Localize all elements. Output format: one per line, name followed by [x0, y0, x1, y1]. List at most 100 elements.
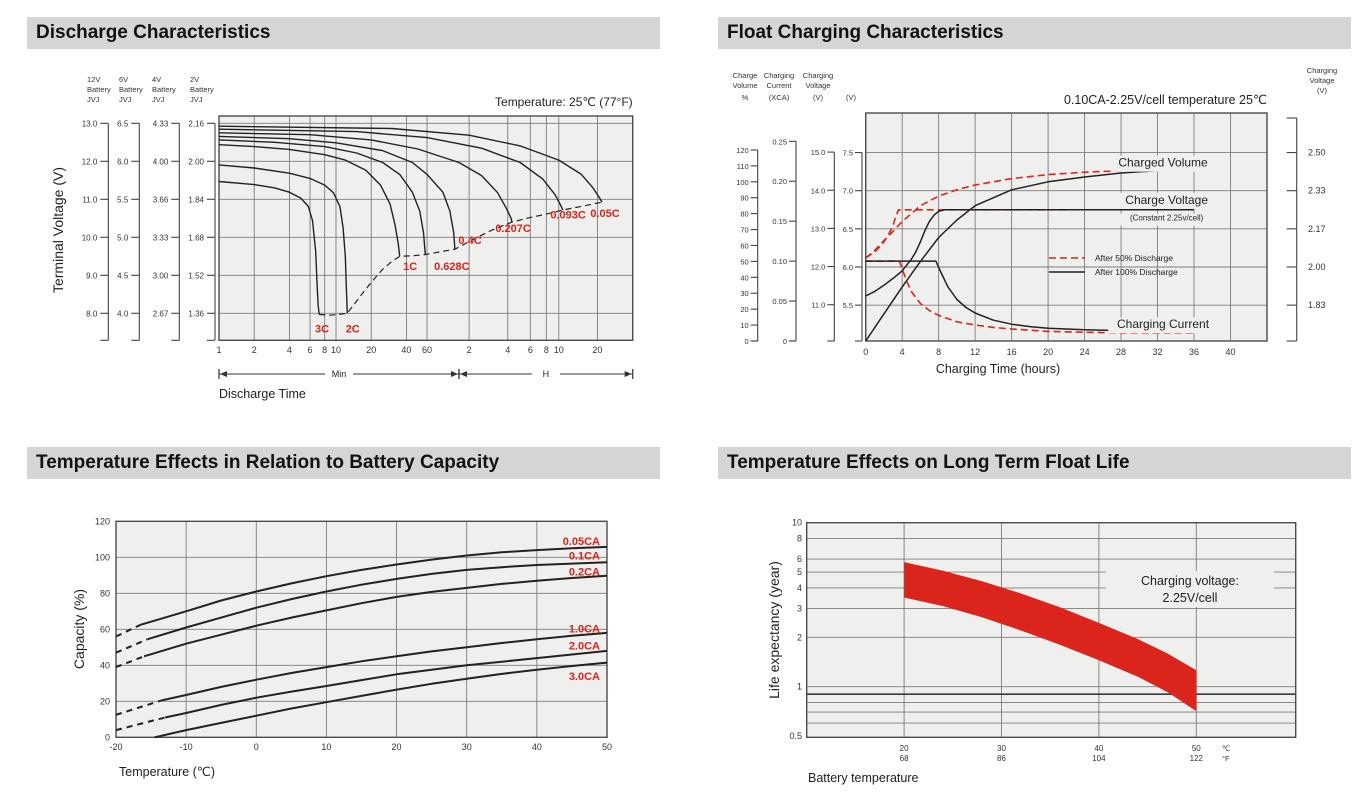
- svg-text:-10: -10: [180, 742, 193, 752]
- series: [218, 125, 603, 315]
- svg-text:Battery: Battery: [190, 85, 214, 94]
- x-axis-labels: 1 2 4 6 8 10 20 40 60 2 4 6 8 10 20: [216, 345, 602, 355]
- svg-text:0: 0: [863, 347, 868, 357]
- svg-text:Battery temperature: Battery temperature: [808, 771, 919, 785]
- capacity-panel: Temperature Effects in Relation to Batte…: [27, 447, 660, 795]
- svg-text:(Constant 2.25v/cell): (Constant 2.25v/cell): [1130, 214, 1204, 223]
- svg-text:14.0: 14.0: [811, 186, 826, 195]
- svg-text:120: 120: [95, 516, 110, 526]
- svg-text:12: 12: [970, 347, 980, 357]
- svg-text:13.0: 13.0: [811, 224, 826, 233]
- svg-text:4V: 4V: [152, 75, 161, 84]
- svg-text:9.0: 9.0: [86, 271, 98, 280]
- svg-text:0: 0: [783, 337, 787, 346]
- envelope-curve: [319, 201, 603, 316]
- legend: After 50% Discharge After 100% Discharge: [1049, 253, 1178, 277]
- svg-text:4.0: 4.0: [117, 309, 129, 318]
- svg-text:11.0: 11.0: [82, 195, 98, 204]
- svg-text:60: 60: [422, 345, 432, 355]
- svg-text:80: 80: [100, 588, 110, 598]
- svg-text:0.05CA: 0.05CA: [563, 536, 600, 548]
- plot-area: [865, 113, 1267, 341]
- svg-text:2: 2: [797, 632, 802, 642]
- svg-text:1C: 1C: [403, 261, 417, 273]
- discharge-chart: 12VBatteryJVJ13.012.011.010.09.08.06VBat…: [50, 75, 634, 401]
- y-axis-labels: 0 20 40 60 80 100 120: [95, 516, 110, 742]
- curve-labels: Charged Volume Charge Voltage (Constant 2.…: [1108, 155, 1218, 334]
- section-title-capacity: Temperature Effects in Relation to Batte…: [27, 447, 660, 479]
- svg-text:6: 6: [528, 345, 533, 355]
- svg-text:60: 60: [740, 241, 748, 250]
- svg-text:JVJ: JVJ: [119, 95, 132, 104]
- axis-unit-spans: Min H: [218, 368, 634, 380]
- svg-text:Charging: Charging: [764, 71, 794, 80]
- svg-text:0.1CA: 0.1CA: [569, 551, 600, 563]
- svg-text:1.52: 1.52: [188, 271, 204, 280]
- svg-text:10: 10: [792, 518, 802, 528]
- svg-text:6.0: 6.0: [117, 157, 129, 166]
- svg-text:20: 20: [592, 345, 602, 355]
- svg-text:3.66: 3.66: [153, 195, 169, 204]
- svg-text:6.5: 6.5: [117, 119, 129, 128]
- svg-text:12.0: 12.0: [82, 157, 98, 166]
- svg-text:10.0: 10.0: [82, 233, 98, 242]
- svg-text:Charging Time (hours): Charging Time (hours): [936, 362, 1060, 376]
- series-labels: 0.05CA 0.1CA 0.2CA 1.0CA 2.0CA 3.0CA: [563, 536, 600, 683]
- svg-text:80: 80: [740, 210, 748, 219]
- svg-text:JVJ: JVJ: [152, 95, 165, 104]
- annotation: Charging voltage: 2.25V/cell: [1106, 571, 1274, 607]
- svg-text:8: 8: [322, 345, 327, 355]
- series-labels: 3C 2C 1C 0.628C 0.4C 0.207C 0.093C 0.05C: [315, 208, 620, 335]
- svg-text:1.68: 1.68: [188, 233, 204, 242]
- svg-text:3: 3: [797, 603, 802, 613]
- svg-text:Battery: Battery: [119, 85, 143, 94]
- svg-text:0.5: 0.5: [789, 731, 802, 741]
- svg-text:Capacity (%): Capacity (%): [71, 589, 87, 669]
- svg-text:Battery: Battery: [87, 85, 111, 94]
- svg-text:0: 0: [105, 732, 110, 742]
- svg-text:40: 40: [401, 345, 411, 355]
- svg-text:60: 60: [100, 624, 110, 634]
- svg-text:Discharge Time: Discharge Time: [219, 387, 306, 401]
- svg-text:7.5: 7.5: [843, 149, 853, 158]
- svg-text:Current: Current: [766, 81, 792, 90]
- svg-text:20: 20: [366, 345, 376, 355]
- svg-text:40: 40: [100, 660, 110, 670]
- svg-text:6.5: 6.5: [843, 225, 853, 234]
- svg-text:Terminal Voltage (V): Terminal Voltage (V): [50, 167, 66, 293]
- svg-text:Life expectancy (year): Life expectancy (year): [766, 561, 782, 699]
- svg-text:Charging: Charging: [1307, 66, 1337, 75]
- svg-text:50: 50: [1192, 744, 1201, 753]
- svg-text:Temperature (℃): Temperature (℃): [119, 765, 215, 779]
- svg-text:5.0: 5.0: [117, 233, 129, 242]
- svg-text:3.00: 3.00: [153, 271, 169, 280]
- svg-text:2.50: 2.50: [1308, 148, 1326, 158]
- svg-text:3.33: 3.33: [153, 233, 169, 242]
- svg-text:30: 30: [997, 744, 1006, 753]
- svg-text:36: 36: [1189, 347, 1199, 357]
- gridlines: [115, 520, 608, 738]
- svg-text:90: 90: [740, 194, 748, 203]
- svg-text:122: 122: [1190, 754, 1204, 763]
- svg-text:8: 8: [797, 534, 802, 544]
- y-axis-title: Capacity (%): [71, 589, 87, 669]
- svg-text:2: 2: [467, 345, 472, 355]
- svg-text:Temperature: 25℃ (77°F): Temperature: 25℃ (77°F): [495, 95, 633, 109]
- svg-text:0.628C: 0.628C: [434, 261, 470, 273]
- svg-text:4: 4: [900, 347, 905, 357]
- x-axis-title: Temperature (℃): [119, 765, 215, 779]
- svg-text:4: 4: [797, 583, 802, 593]
- svg-text:86: 86: [997, 754, 1006, 763]
- svg-text:4.33: 4.33: [153, 119, 169, 128]
- svg-text:Volume: Volume: [732, 81, 757, 90]
- svg-text:10: 10: [554, 345, 564, 355]
- svg-text:Charging voltage:: Charging voltage:: [1141, 574, 1239, 588]
- svg-text:Charging: Charging: [803, 71, 833, 80]
- svg-text:32: 32: [1153, 347, 1163, 357]
- svg-text:2.25V/cell: 2.25V/cell: [1163, 591, 1218, 605]
- svg-text:20: 20: [740, 305, 748, 314]
- svg-text:Battery: Battery: [152, 85, 176, 94]
- svg-text:6.0: 6.0: [843, 263, 853, 272]
- svg-text:2.17: 2.17: [1308, 224, 1326, 234]
